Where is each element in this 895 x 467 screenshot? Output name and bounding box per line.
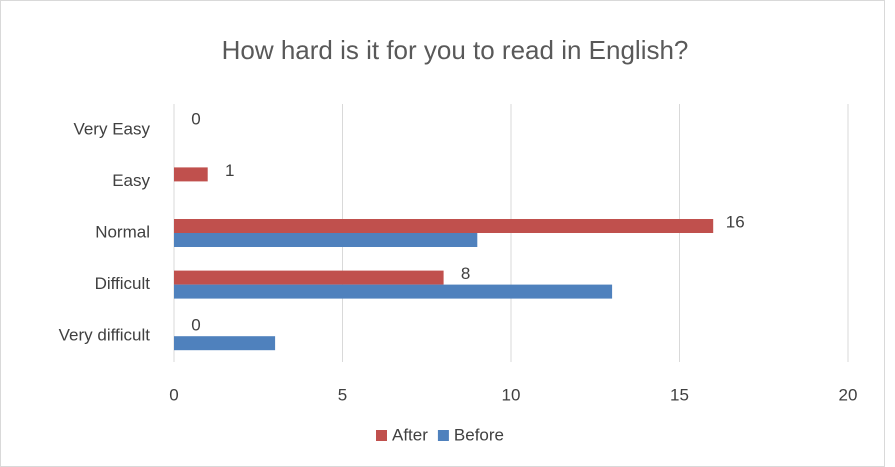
y-tick-label: Difficult <box>95 274 151 293</box>
legend-label: Before <box>454 425 504 444</box>
data-label: 1 <box>225 161 234 180</box>
legend-swatch <box>437 430 449 441</box>
bar <box>174 219 714 233</box>
bar <box>174 336 276 351</box>
x-tick-label: 15 <box>670 385 689 404</box>
y-tick-label: Normal <box>95 222 150 241</box>
data-label: 8 <box>461 264 470 283</box>
data-label: 16 <box>726 212 745 231</box>
y-tick-label: Easy <box>112 171 150 190</box>
y-tick-label: Very difficult <box>59 326 151 345</box>
data-label: 0 <box>191 316 200 335</box>
legend-swatch <box>376 430 387 441</box>
y-tick-label: Very Easy <box>73 119 150 138</box>
x-tick-label: 20 <box>839 385 858 404</box>
bar <box>174 284 613 299</box>
x-tick-label: 0 <box>169 385 178 404</box>
chart-title: How hard is it for you to read in Englis… <box>222 35 689 65</box>
bar <box>174 233 478 247</box>
x-tick-label: 5 <box>338 385 347 404</box>
x-tick-label: 10 <box>502 385 521 404</box>
data-label: 0 <box>191 109 200 128</box>
bar <box>174 270 444 285</box>
bar <box>174 167 208 182</box>
legend-label: After <box>392 425 428 444</box>
